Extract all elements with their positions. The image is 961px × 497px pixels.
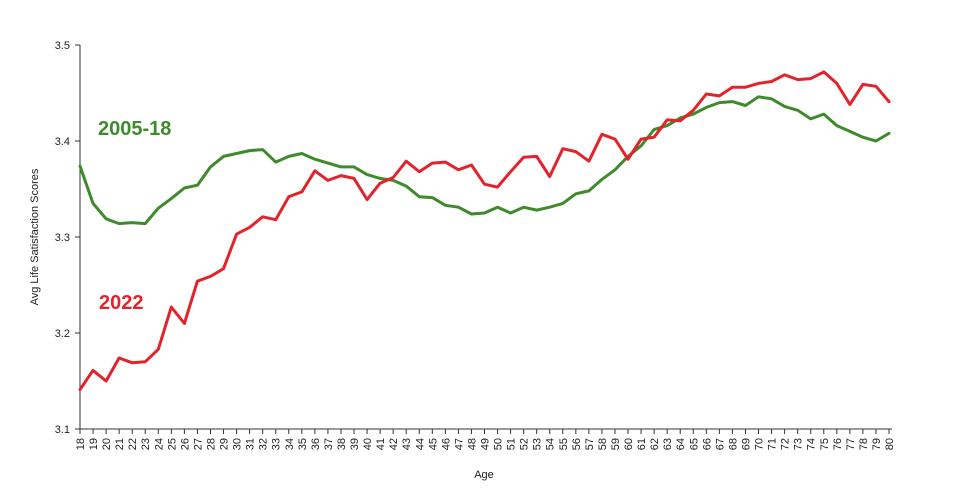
x-tick-label: 43 <box>401 438 413 450</box>
x-tick-label: 30 <box>232 438 244 450</box>
series-label-2022: 2022 <box>99 292 144 314</box>
x-tick-label: 27 <box>192 438 204 450</box>
x-tick-label: 21 <box>114 438 126 450</box>
x-tick-label: 64 <box>675 438 687 450</box>
y-tick-label: 3.3 <box>55 232 70 244</box>
x-tick-label: 28 <box>205 438 217 450</box>
x-tick-label: 23 <box>140 438 152 450</box>
x-tick-label: 73 <box>793 438 805 450</box>
x-tick-label: 55 <box>558 438 570 450</box>
x-tick-label: 60 <box>623 438 635 450</box>
x-tick-label: 29 <box>219 438 231 450</box>
x-tick-label: 48 <box>466 438 478 450</box>
x-tick-label: 63 <box>662 438 674 450</box>
y-tick-label: 3.4 <box>55 136 70 148</box>
x-tick-label: 35 <box>297 438 309 450</box>
x-tick-label: 22 <box>127 438 139 450</box>
x-tick-label: 68 <box>727 438 739 450</box>
x-tick-label: 46 <box>440 438 452 450</box>
x-tick-label: 61 <box>636 438 648 450</box>
x-tick-label: 26 <box>179 438 191 450</box>
series-label-2005-18: 2005-18 <box>98 118 171 140</box>
x-tick-label: 24 <box>153 438 165 450</box>
x-tick-label: 76 <box>832 438 844 450</box>
y-ticks: 3.1 3.2 3.3 3.4 3.5 <box>55 40 80 436</box>
x-tick-label: 62 <box>649 438 661 450</box>
series-line-2005-18 <box>78 95 891 226</box>
axes <box>79 45 892 430</box>
x-tick-label: 18 <box>75 438 87 450</box>
y-tick-label: 3.5 <box>55 40 70 52</box>
x-tick-label: 45 <box>427 438 439 450</box>
x-tick-label: 70 <box>754 438 766 450</box>
x-tick-label: 40 <box>362 438 374 450</box>
x-tick-label: 32 <box>258 438 270 450</box>
series-lines <box>78 70 891 392</box>
x-tick-label: 36 <box>310 438 322 450</box>
x-tick-label: 71 <box>767 438 779 450</box>
x-tick-label: 59 <box>610 438 622 450</box>
x-tick-label: 42 <box>388 438 400 450</box>
x-tick-label: 75 <box>819 438 831 450</box>
x-tick-label: 57 <box>584 438 596 450</box>
x-tick-label: 44 <box>414 438 426 450</box>
x-tick-label: 78 <box>858 438 870 450</box>
x-tick-label: 31 <box>245 438 257 450</box>
y-tick-label: 3.2 <box>55 328 70 340</box>
x-tick-label: 34 <box>284 438 296 450</box>
x-axis-title: Age <box>474 469 494 481</box>
x-tick-label: 20 <box>101 438 113 450</box>
x-tick-label: 72 <box>780 438 792 450</box>
x-tick-label: 58 <box>597 438 609 450</box>
x-tick-label: 74 <box>806 438 818 450</box>
x-tick-label: 69 <box>740 438 752 450</box>
x-tick-label: 41 <box>375 438 387 450</box>
x-tick-label: 50 <box>493 438 505 450</box>
x-tick-label: 51 <box>506 438 518 450</box>
x-tick-label: 67 <box>714 438 726 450</box>
x-tick-label: 77 <box>845 438 857 450</box>
x-ticks: 18 19 20 21 22 23 24 25 26 27 28 29 30 31 32 33 34 35 36 37… <box>75 429 896 450</box>
x-tick-label: 79 <box>871 438 883 450</box>
x-tick-label: 25 <box>166 438 178 450</box>
x-tick-label: 53 <box>532 438 544 450</box>
x-tick-label: 80 <box>884 438 896 450</box>
x-tick-label: 49 <box>480 438 492 450</box>
series-line-2022 <box>78 70 891 392</box>
x-tick-label: 33 <box>271 438 283 450</box>
y-tick-label: 3.1 <box>55 424 70 436</box>
x-tick-label: 56 <box>571 438 583 450</box>
x-tick-label: 52 <box>519 438 531 450</box>
x-tick-label: 65 <box>688 438 700 450</box>
x-tick-label: 54 <box>545 438 557 450</box>
x-tick-label: 37 <box>323 438 335 450</box>
x-tick-label: 19 <box>88 438 100 450</box>
y-axis-title: Avg Life Satisfaction Scores <box>29 168 41 305</box>
x-tick-label: 38 <box>336 438 348 450</box>
x-tick-label: 39 <box>349 438 361 450</box>
x-tick-label: 47 <box>453 438 465 450</box>
x-tick-label: 66 <box>701 438 713 450</box>
